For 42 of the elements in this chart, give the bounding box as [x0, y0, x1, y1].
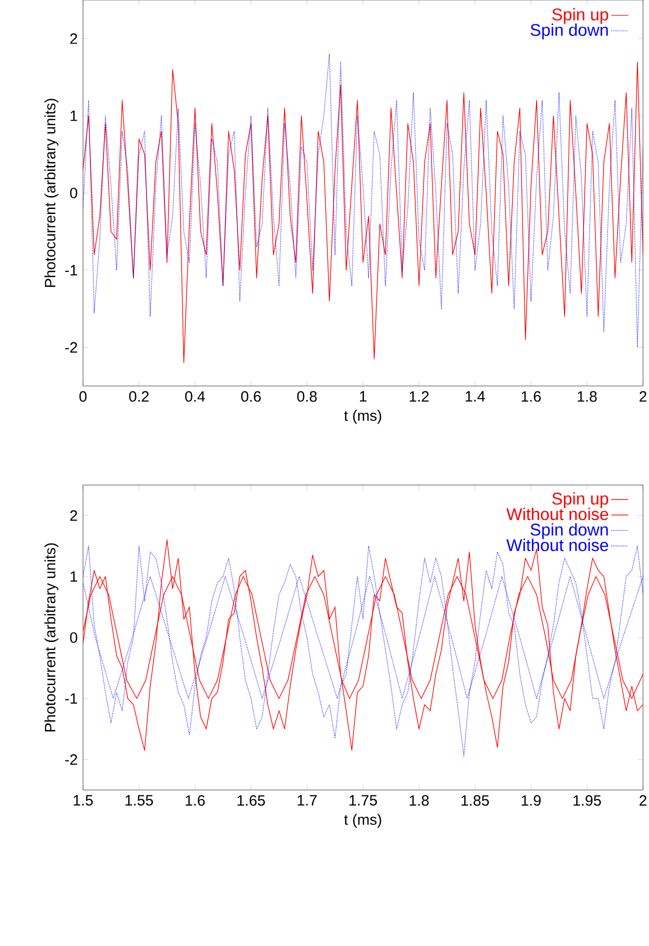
x-tick-label: 1.6	[522, 391, 541, 402]
y-tick-label: -2	[65, 342, 78, 353]
y-tick-label: 2	[70, 33, 78, 44]
x-tick-label: 1.95	[574, 795, 601, 806]
x-tick-label: 0.4	[185, 391, 205, 402]
x-tick-label: 0.2	[129, 391, 149, 402]
x-tick-label: 1.4	[466, 391, 485, 402]
y-tick-label: 2	[70, 510, 78, 521]
x-tick-label: 2	[640, 391, 646, 402]
legend-label: Spin up	[552, 8, 608, 24]
x-tick-label: 1.8	[578, 391, 597, 402]
x-tick-label: 1.65	[238, 795, 265, 806]
x-tick-label: 1	[360, 391, 366, 402]
legend-label: Without noise	[506, 538, 608, 552]
y-axis-title: Photocurrent (arbitrary units)	[44, 98, 58, 287]
x-tick-label: 1.7	[298, 795, 317, 806]
x-tick-label: 0.6	[241, 391, 261, 402]
legend-label: Spin down	[530, 523, 608, 540]
x-tick-label: 1.6	[186, 795, 205, 806]
y-axis-title: Photocurrent (arbitrary units)	[44, 543, 58, 732]
x-axis-title: t (ms)	[344, 410, 382, 424]
y-tick-label: -2	[65, 754, 78, 765]
x-tick-label: 0.8	[297, 391, 317, 402]
legend-label: Without noise	[506, 508, 608, 520]
y-tick-label: -1	[65, 693, 78, 704]
x-tick-label: 1.75	[350, 795, 377, 806]
y-tick-label: 0	[70, 632, 78, 643]
x-tick-label: 1.5	[74, 795, 93, 806]
x-tick-label: 2	[640, 795, 646, 806]
x-tick-label: 1.55	[126, 795, 153, 806]
x-axis-title: t (ms)	[344, 814, 382, 828]
y-tick-label: -1	[65, 265, 78, 276]
x-tick-label: 1.2	[410, 391, 429, 402]
x-tick-label: 1.85	[462, 795, 489, 806]
x-tick-label: 0	[79, 391, 87, 402]
x-tick-label: 1.9	[522, 795, 541, 806]
legend-label: Spin down	[530, 24, 608, 40]
y-tick-label: 1	[70, 571, 78, 582]
y-tick-label: 0	[70, 188, 78, 198]
y-tick-label: 1	[70, 110, 78, 121]
x-tick-label: 1.8	[410, 795, 429, 806]
legend-label: Spin up	[552, 492, 608, 508]
